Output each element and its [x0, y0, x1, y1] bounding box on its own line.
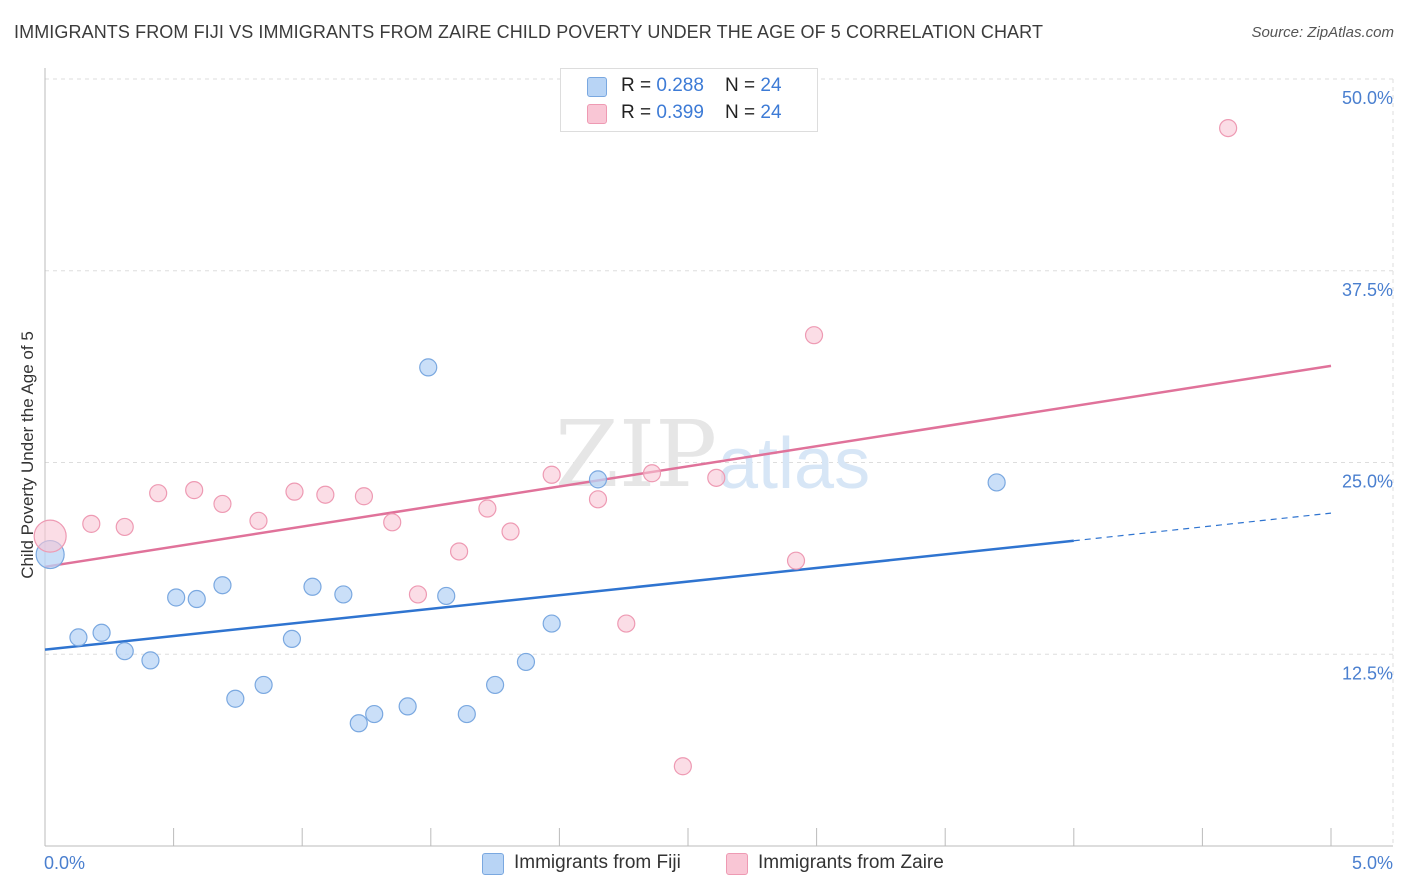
point-fiji [457, 704, 476, 724]
y-tick-label: 37.5% [1342, 280, 1393, 300]
point-fiji [334, 585, 353, 604]
legend-n-label: N = [725, 75, 761, 96]
point-zaire [213, 494, 232, 514]
point-zaire [316, 485, 335, 504]
point-zaire [249, 511, 268, 530]
legend-swatch-fiji [482, 853, 504, 875]
point-fiji [419, 358, 438, 377]
point-fiji [115, 642, 134, 661]
point-fiji [69, 628, 88, 647]
point-zaire [408, 585, 428, 604]
point-zaire [542, 465, 561, 484]
point-zaire [33, 519, 67, 553]
watermark-zip: ZIP [555, 401, 717, 508]
point-fiji [437, 586, 456, 606]
axes [44, 68, 1393, 847]
x-tick-label: 5.0% [1352, 853, 1393, 873]
source-label: Source: ZipAtlas.com [1251, 24, 1394, 41]
y-tick-label: 50.0% [1342, 88, 1393, 108]
legend-r-label: R = [621, 102, 657, 123]
x-tick-label: 0.0% [44, 853, 85, 873]
point-zaire [449, 542, 469, 561]
watermark: ZIP atlas [555, 401, 870, 508]
point-zaire [478, 499, 497, 518]
point-zaire [642, 464, 662, 483]
point-zaire [149, 484, 168, 503]
legend-label-zaire: Immigrants from Zaire [758, 852, 944, 873]
point-fiji [398, 697, 417, 716]
trend-lines [44, 364, 1332, 651]
point-zaire [354, 487, 374, 506]
legend-r-label: R = [621, 75, 657, 96]
point-zaire [1219, 118, 1238, 138]
point-zaire [115, 517, 134, 537]
point-fiji [542, 614, 561, 633]
legend-n-value: 24 [760, 102, 782, 123]
point-zaire [82, 514, 101, 533]
point-fiji [167, 588, 186, 607]
point-zaire [707, 468, 726, 487]
point-zaire [673, 757, 692, 776]
point-fiji [588, 470, 608, 489]
legend-r-value: 0.288 [656, 75, 704, 96]
legend-n-value: 24 [760, 75, 782, 96]
point-fiji [141, 651, 160, 670]
correlation-legend: R = 0.288 N = 24 R = 0.399 N = 24 [560, 68, 818, 132]
legend-r-value: 0.399 [656, 102, 704, 123]
tick-labels: 12.5% 25.0% 37.5% 50.0% 0.0% 5.0% [44, 88, 1393, 873]
point-fiji [365, 704, 384, 724]
point-fiji [516, 652, 536, 672]
point-fiji [92, 623, 111, 642]
legend-label-fiji: Immigrants from Fiji [514, 852, 681, 873]
point-fiji [282, 629, 302, 649]
point-zaire [285, 482, 304, 501]
trendline-fiji [44, 539, 1074, 651]
point-fiji [226, 689, 245, 708]
point-zaire [786, 551, 806, 570]
point-zaire [804, 326, 824, 345]
legend-swatch-fiji [587, 77, 607, 97]
trendline-zaire [44, 364, 1332, 569]
point-fiji [486, 675, 505, 695]
point-zaire [588, 490, 608, 509]
watermark-atlas: atlas [718, 424, 870, 504]
point-zaire [185, 481, 204, 500]
legend-swatch-zaire [587, 104, 607, 124]
point-fiji [187, 589, 206, 609]
point-zaire [383, 513, 402, 532]
point-fiji [254, 675, 273, 695]
point-zaire [501, 522, 520, 541]
point-zaire [617, 614, 636, 633]
point-fiji [987, 473, 1006, 492]
chart-title: IMMIGRANTS FROM FIJI VS IMMIGRANTS FROM … [14, 22, 1044, 42]
legend-n-label: N = [725, 102, 761, 123]
point-fiji [303, 577, 322, 596]
y-tick-label: 25.0% [1342, 472, 1393, 492]
point-fiji [349, 714, 368, 733]
y-axis-label: Child Poverty Under the Age of 5 [18, 331, 37, 579]
legend-swatch-zaire [726, 853, 748, 875]
data-points [33, 118, 1238, 776]
point-fiji [213, 576, 232, 595]
y-tick-label: 12.5% [1342, 663, 1393, 683]
trendline-fiji-extension [1073, 512, 1332, 542]
